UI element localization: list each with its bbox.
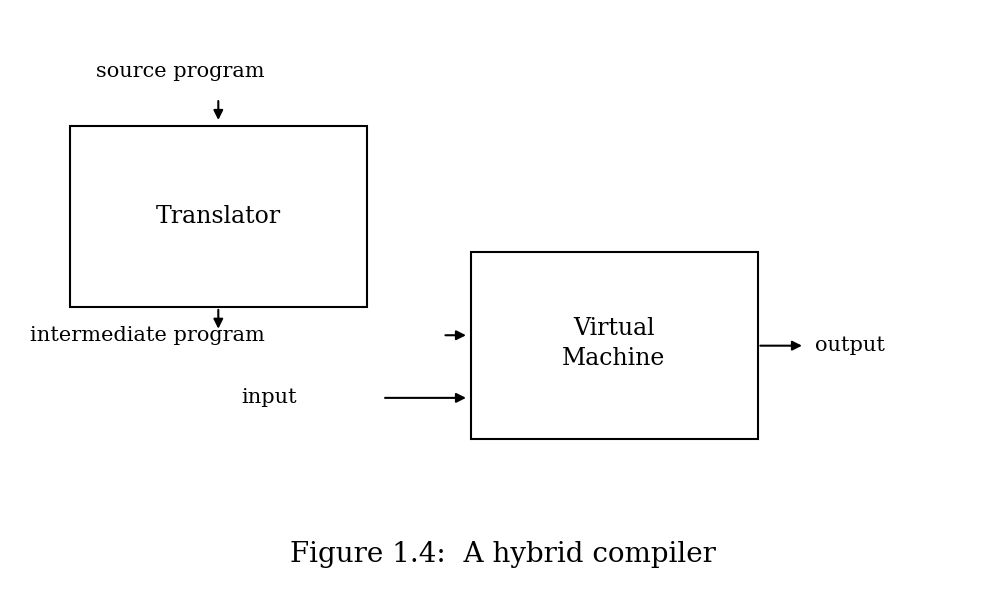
Text: output: output xyxy=(815,336,884,355)
Text: Figure 1.4:  A hybrid compiler: Figure 1.4: A hybrid compiler xyxy=(290,541,716,568)
Bar xyxy=(471,252,758,439)
Text: source program: source program xyxy=(96,62,265,81)
Text: Translator: Translator xyxy=(156,204,281,228)
Bar xyxy=(70,126,367,307)
Text: intermediate program: intermediate program xyxy=(30,326,265,344)
Text: input: input xyxy=(241,389,297,407)
Text: Virtual
Machine: Virtual Machine xyxy=(562,317,665,370)
